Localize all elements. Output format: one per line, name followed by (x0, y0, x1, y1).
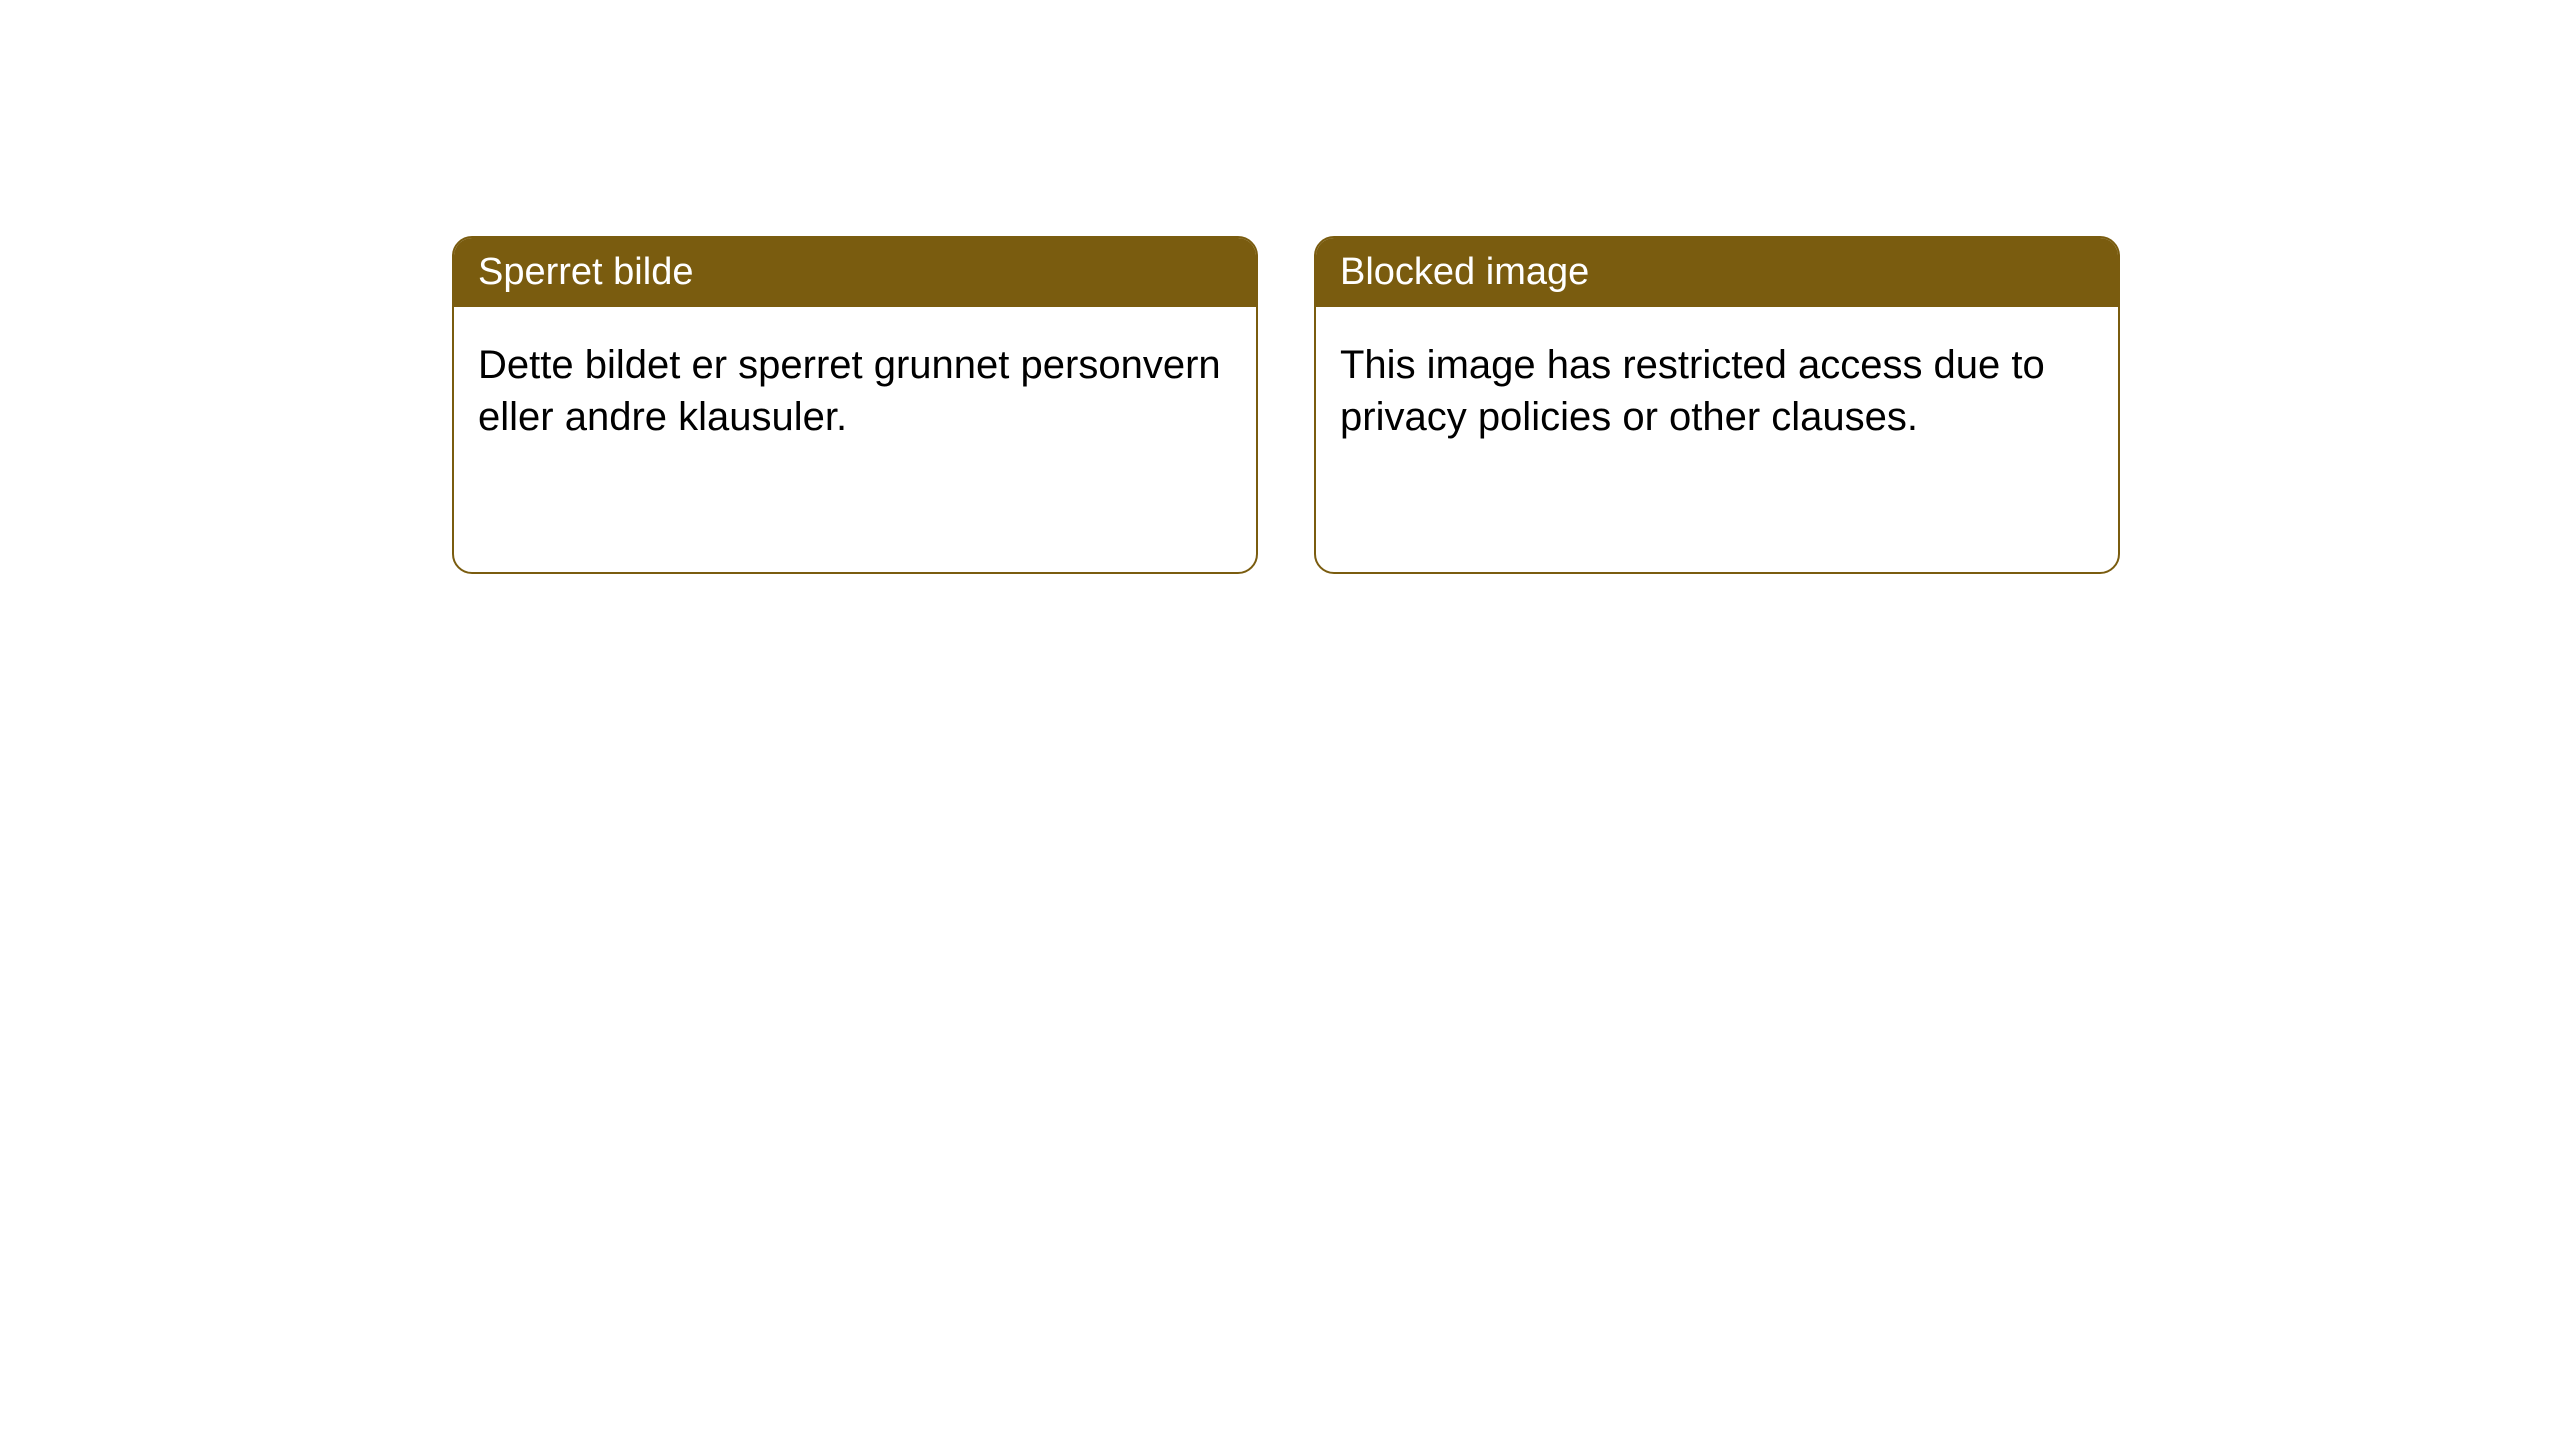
card-body: This image has restricted access due to … (1316, 307, 2118, 475)
card-header: Blocked image (1316, 238, 2118, 307)
card-header: Sperret bilde (454, 238, 1256, 307)
card-title: Blocked image (1340, 251, 1589, 293)
card-body: Dette bildet er sperret grunnet personve… (454, 307, 1256, 475)
card-title: Sperret bilde (478, 251, 693, 293)
notice-card-norwegian: Sperret bilde Dette bildet er sperret gr… (452, 236, 1258, 574)
card-body-text: Dette bildet er sperret grunnet personve… (478, 343, 1221, 439)
card-body-text: This image has restricted access due to … (1340, 343, 2045, 439)
notice-card-english: Blocked image This image has restricted … (1314, 236, 2120, 574)
notice-container: Sperret bilde Dette bildet er sperret gr… (0, 0, 2560, 574)
